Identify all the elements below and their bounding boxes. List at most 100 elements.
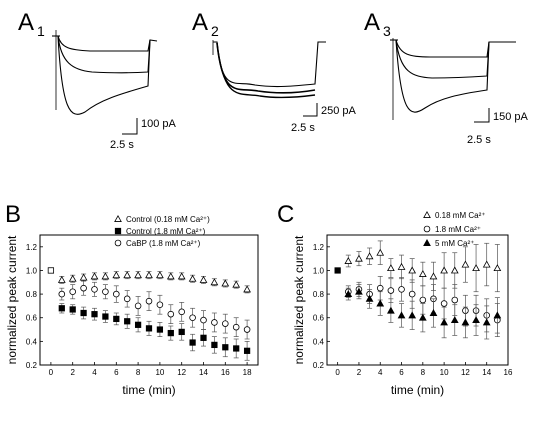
panel-a2-subscript: 2 (211, 23, 219, 39)
panel-b-chart: 0 2 4 6 8 10 12 14 16 18 0.2 0.4 0.6 0.8 1.0 1.2 time (m… (5, 214, 259, 397)
data-point (493, 264, 502, 272)
legend-marker (423, 238, 431, 246)
data-point (134, 321, 142, 328)
data-point (461, 318, 470, 326)
x-tick-label: 2 (70, 368, 75, 377)
data-point (113, 315, 120, 323)
data-point (79, 273, 88, 281)
data-point (210, 278, 219, 286)
x-tick-label: 16 (221, 368, 230, 377)
legend-marker (114, 239, 122, 247)
data-point (355, 287, 363, 295)
x-tick-label: 2 (357, 368, 362, 377)
data-point (167, 329, 174, 337)
panel-a1: A 1 100 pA 2.5 s (18, 9, 177, 151)
data-point (334, 267, 341, 274)
data-point (91, 286, 98, 293)
data-point (112, 271, 121, 279)
x-tick-label: 14 (199, 368, 208, 377)
series-triangle-open (57, 271, 251, 294)
data-point (387, 306, 395, 314)
series-triangle-filled (344, 284, 502, 340)
x-tick-label: 8 (136, 368, 141, 377)
legend-marker (114, 214, 122, 222)
data-point (47, 267, 55, 274)
legend-marker (114, 227, 122, 235)
data-point (344, 290, 353, 298)
data-point (178, 328, 185, 336)
data-point (69, 306, 76, 313)
y-tick-label: 0.8 (26, 290, 38, 299)
data-point (451, 296, 459, 304)
data-point (408, 311, 417, 319)
y-tick-label: 1.2 (26, 243, 38, 252)
panel-c-chart: 0 2 4 6 8 10 12 14 16 0.2 0.4 0.6 0.8 1.0 1.2 time (min… (292, 210, 513, 397)
panel-a1-subscript: 1 (37, 23, 45, 39)
data-point (156, 301, 164, 309)
x-tick-label: 10 (440, 368, 449, 377)
data-point (365, 252, 374, 260)
data-point (472, 264, 480, 272)
x-axis-title: time (min) (391, 383, 444, 397)
data-point (123, 295, 131, 303)
x-tick-label: 10 (155, 368, 164, 377)
panel-a1-traces (52, 30, 158, 115)
data-point (221, 279, 230, 287)
data-point (440, 300, 448, 307)
x-tick-label: 6 (399, 368, 404, 377)
data-point (177, 272, 186, 280)
panel-a3-subscript: 3 (383, 23, 391, 39)
data-point (440, 318, 448, 326)
data-point (113, 290, 120, 298)
x-tick-label: 12 (461, 368, 470, 377)
x-tick-label: 6 (114, 368, 119, 377)
data-point (243, 326, 251, 333)
y-tick-label: 0.4 (313, 337, 325, 346)
data-point (200, 316, 207, 324)
data-point (398, 286, 405, 293)
data-point (482, 318, 491, 326)
data-point (123, 271, 132, 279)
data-point (145, 297, 153, 305)
data-point (233, 345, 240, 352)
y-tick-label: 0.8 (313, 290, 325, 299)
data-point (134, 302, 142, 310)
x-tick-label: 4 (378, 368, 383, 377)
panel-a1-letter: A (18, 9, 34, 36)
data-point (397, 262, 406, 270)
plot-frame (39, 234, 259, 366)
panel-a1-scale-bar: 100 pA 2.5 s (110, 118, 177, 151)
data-point (482, 260, 491, 268)
series-circle-open (58, 280, 251, 340)
data-point (365, 294, 374, 302)
data-point (167, 310, 175, 318)
data-point (232, 280, 241, 288)
data-point (145, 271, 153, 279)
legend-marker (423, 225, 431, 233)
data-point (344, 256, 353, 264)
panel-a2-scale-x: 2.5 s (291, 122, 315, 134)
series-square-filled (334, 267, 341, 274)
legend-label: 1.8 mM Ca²⁺ (435, 225, 481, 234)
data-point (429, 272, 438, 280)
data-point (376, 299, 385, 307)
y-axis-title: normalized peak current (292, 235, 306, 364)
panel-b-letter: B (5, 201, 21, 228)
y-tick-label: 0.4 (26, 337, 38, 346)
data-point (102, 288, 109, 296)
data-point (80, 284, 87, 292)
y-tick-label: 0.6 (313, 314, 325, 323)
panel-a2-traces (212, 40, 326, 99)
data-point (68, 274, 77, 282)
data-point (232, 323, 240, 331)
data-point (189, 314, 196, 322)
data-point (429, 308, 438, 316)
panel-a3-scale-x: 2.5 s (467, 134, 491, 146)
data-point (178, 308, 185, 316)
data-point (376, 284, 384, 292)
panel-a3-scale-y: 150 pA (493, 111, 529, 123)
series-triangle-open (344, 240, 502, 293)
data-point (102, 313, 109, 320)
panel-a2-scale-bar: 250 pA 2.5 s (291, 103, 357, 134)
data-point (166, 272, 175, 280)
